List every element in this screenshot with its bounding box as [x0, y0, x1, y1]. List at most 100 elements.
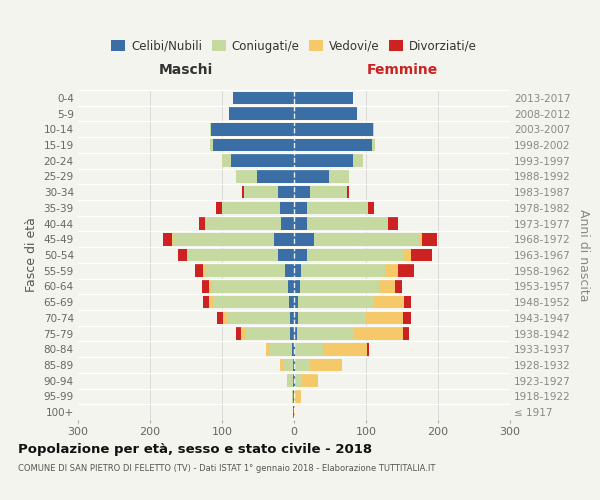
Bar	[298, 296, 374, 308]
Bar	[295, 343, 323, 355]
Bar	[294, 390, 295, 402]
Text: COMUNE DI SAN PIETRO DI FELETTO (TV) - Dati ISTAT 1° gennaio 2018 - Elaborazione: COMUNE DI SAN PIETRO DI FELETTO (TV) - D…	[18, 464, 436, 473]
Bar	[294, 170, 329, 182]
Bar	[294, 328, 297, 340]
Bar	[386, 264, 398, 277]
Bar	[286, 264, 294, 277]
Bar	[236, 328, 241, 340]
Bar	[246, 328, 290, 340]
Text: Popolazione per età, sesso e stato civile - 2018: Popolazione per età, sesso e stato civil…	[18, 442, 372, 456]
Bar	[294, 358, 295, 372]
Bar	[233, 92, 294, 104]
Y-axis label: Fasce di età: Fasce di età	[25, 218, 38, 292]
Bar	[294, 218, 307, 230]
Bar	[314, 233, 419, 245]
Bar	[292, 390, 293, 402]
Bar	[398, 264, 413, 277]
Bar	[294, 343, 295, 355]
Bar	[294, 108, 358, 120]
Bar	[209, 280, 212, 292]
Bar	[294, 92, 353, 104]
Bar	[278, 248, 294, 262]
Bar	[211, 123, 294, 136]
Bar	[297, 328, 355, 340]
Bar	[288, 374, 293, 387]
Bar	[388, 218, 398, 230]
Bar	[367, 343, 369, 355]
Bar	[266, 343, 270, 355]
Bar	[404, 296, 412, 308]
Bar	[294, 280, 300, 292]
Bar	[294, 296, 298, 308]
Bar	[298, 312, 366, 324]
Bar	[404, 248, 412, 262]
Text: Femmine: Femmine	[367, 63, 437, 77]
Bar	[292, 343, 294, 355]
Bar	[287, 280, 294, 292]
Bar	[295, 390, 301, 402]
Bar	[289, 296, 294, 308]
Bar	[284, 358, 293, 372]
Bar	[278, 186, 294, 198]
Bar	[212, 280, 287, 292]
Bar	[395, 280, 402, 292]
Bar	[172, 233, 173, 245]
Bar	[366, 312, 403, 324]
Bar	[202, 280, 209, 292]
Bar	[293, 390, 294, 402]
Bar	[290, 328, 294, 340]
Bar	[280, 202, 294, 214]
Bar	[173, 233, 274, 245]
Bar	[294, 186, 310, 198]
Bar	[274, 233, 294, 245]
Bar	[294, 154, 353, 167]
Bar	[205, 264, 286, 277]
Bar	[294, 233, 314, 245]
Bar	[293, 374, 294, 387]
Bar	[373, 123, 374, 136]
Bar	[214, 296, 289, 308]
Bar	[307, 218, 388, 230]
Bar	[294, 406, 295, 418]
Bar	[293, 358, 294, 372]
Bar	[236, 170, 257, 182]
Bar	[229, 108, 294, 120]
Text: Maschi: Maschi	[159, 63, 213, 77]
Bar	[241, 328, 246, 340]
Bar	[372, 138, 376, 151]
Bar	[294, 138, 372, 151]
Bar	[422, 233, 437, 245]
Bar	[353, 154, 363, 167]
Bar	[307, 248, 404, 262]
Bar	[310, 358, 342, 372]
Legend: Celibi/Nubili, Coniugati/e, Vedovi/e, Divorziati/e: Celibi/Nubili, Coniugati/e, Vedovi/e, Di…	[111, 40, 477, 53]
Bar	[294, 123, 373, 136]
Bar	[270, 343, 292, 355]
Bar	[187, 248, 188, 262]
Bar	[294, 312, 298, 324]
Bar	[223, 312, 229, 324]
Bar	[293, 406, 294, 418]
Bar	[210, 138, 214, 151]
Bar	[295, 374, 302, 387]
Bar	[281, 218, 294, 230]
Bar	[347, 186, 349, 198]
Bar	[209, 296, 214, 308]
Bar	[368, 202, 374, 214]
Bar	[178, 248, 187, 262]
Bar	[419, 233, 422, 245]
Bar	[217, 312, 223, 324]
Bar	[203, 264, 205, 277]
Bar	[188, 248, 278, 262]
Bar	[205, 218, 281, 230]
Bar	[222, 202, 280, 214]
Bar	[329, 170, 349, 182]
Bar	[230, 154, 294, 167]
Bar	[300, 280, 379, 292]
Bar	[301, 264, 386, 277]
Bar	[403, 312, 410, 324]
Bar	[290, 312, 294, 324]
Bar	[280, 358, 284, 372]
Bar	[244, 186, 278, 198]
Bar	[163, 233, 172, 245]
